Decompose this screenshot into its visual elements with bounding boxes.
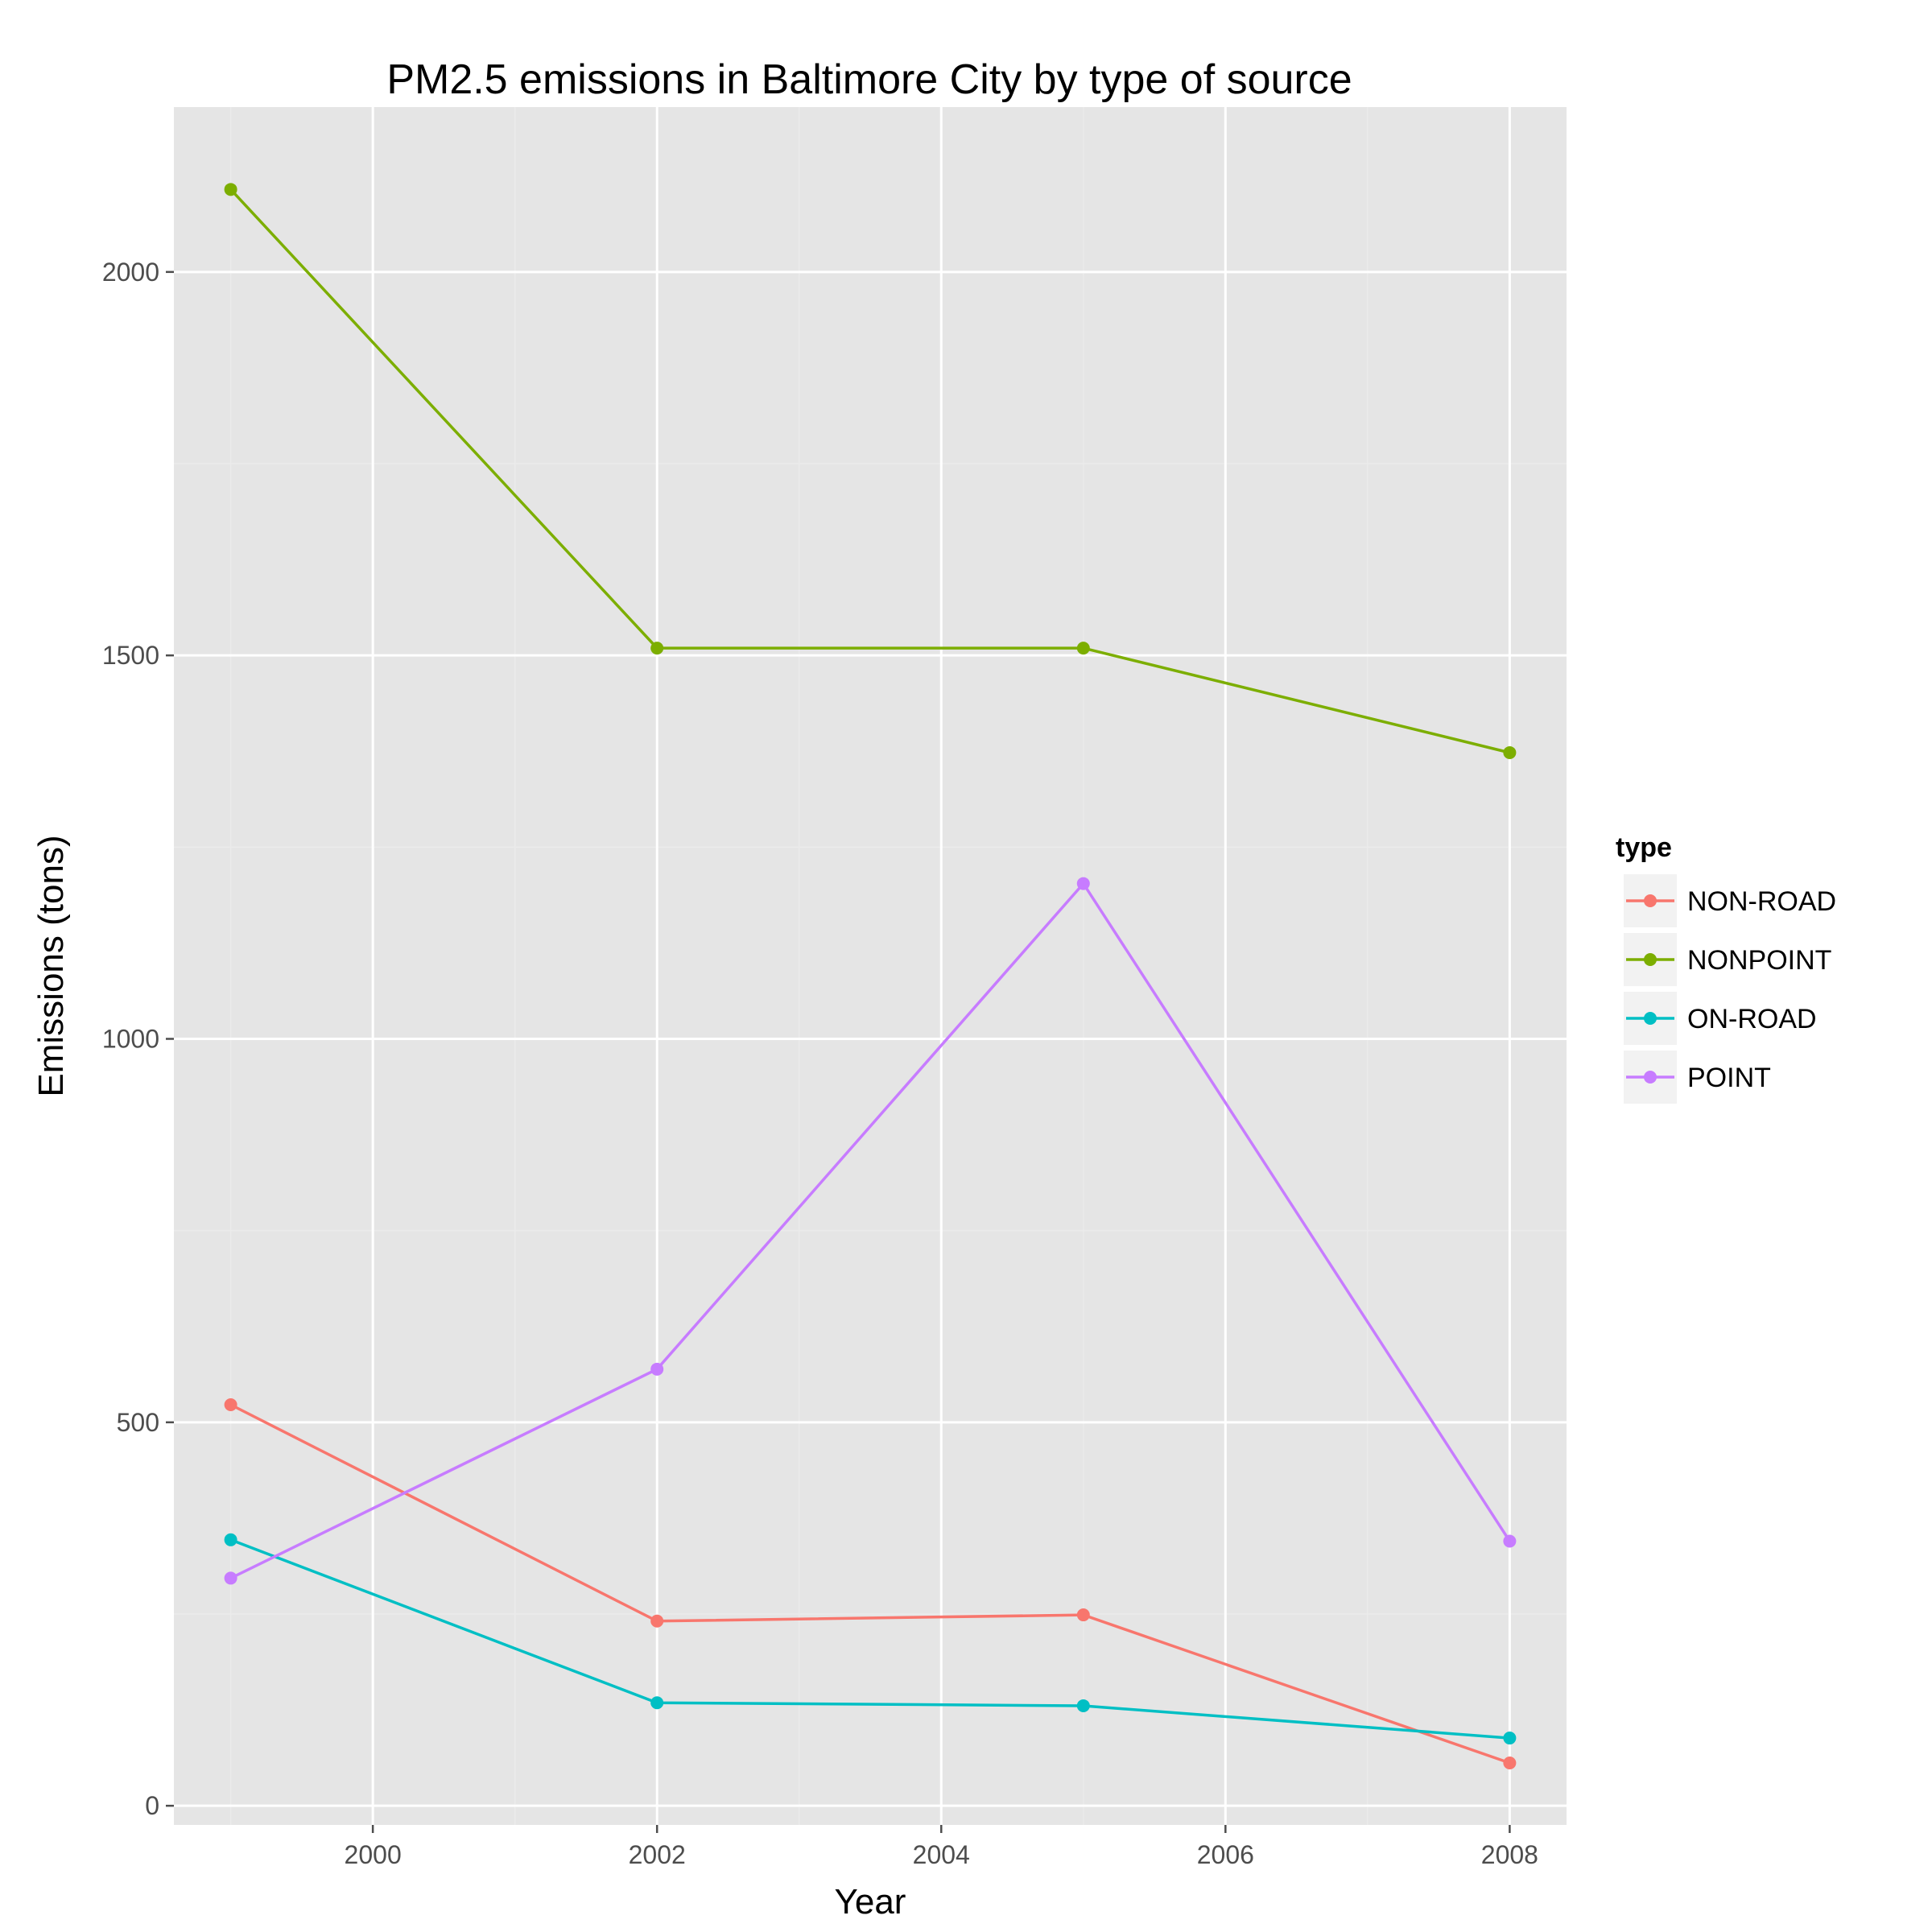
- x-tick-label: 2004: [913, 1840, 970, 1869]
- legend-item-nonpoint: NONPOINT: [1622, 931, 1831, 988]
- legend-label: NONPOINT: [1687, 945, 1831, 976]
- legend-key-point: [1644, 1071, 1657, 1084]
- data-point-on-road: [1503, 1732, 1517, 1745]
- x-axis: 2000 2002 2004 2006 2008: [345, 1825, 1538, 1869]
- series-line-nonpoint: [229, 188, 1510, 754]
- chart-title: PM2.5 emissions in Baltimore City by typ…: [386, 56, 1352, 103]
- x-tick-label: 2000: [345, 1840, 402, 1869]
- data-point-nonpoint: [1076, 642, 1090, 655]
- data-point-on-road: [650, 1696, 664, 1710]
- data-point-point: [224, 1571, 237, 1585]
- legend-item-point: POINT: [1622, 1049, 1771, 1105]
- x-tick-label: 2008: [1481, 1840, 1538, 1869]
- data-point-point: [650, 1362, 664, 1376]
- data-point-point: [1503, 1534, 1517, 1548]
- legend-label: NON-ROAD: [1687, 886, 1836, 917]
- data-point-non-road: [1503, 1757, 1517, 1770]
- series-line-point: [229, 881, 1511, 1579]
- data-point-non-road: [224, 1398, 237, 1412]
- legend-label: ON-ROAD: [1687, 1004, 1817, 1034]
- data-point-on-road: [224, 1533, 237, 1546]
- y-tick-label: 0: [145, 1791, 159, 1820]
- series-layer: [224, 183, 1517, 1770]
- legend-key-point: [1644, 894, 1657, 907]
- y-axis: 0 500 1000 1500 2000: [102, 258, 174, 1820]
- data-point-nonpoint: [1503, 745, 1517, 759]
- data-point-non-road: [1076, 1608, 1090, 1622]
- legend-key-point: [1644, 1012, 1657, 1025]
- minor-gridlines: [174, 107, 1567, 1825]
- series-line-non-road: [229, 1403, 1510, 1765]
- y-tick-label: 1000: [102, 1025, 159, 1054]
- y-tick-label: 500: [117, 1408, 159, 1437]
- legend-title: type: [1616, 832, 1672, 863]
- data-point-nonpoint: [650, 642, 664, 655]
- legend-item-non-road: NON-ROAD: [1622, 873, 1836, 929]
- data-point-nonpoint: [224, 183, 237, 196]
- series-line-on-road: [229, 1538, 1510, 1740]
- data-point-on-road: [1076, 1699, 1090, 1712]
- legend-item-on-road: ON-ROAD: [1622, 990, 1817, 1046]
- data-point-point: [1076, 877, 1090, 890]
- x-tick-label: 2006: [1197, 1840, 1254, 1869]
- x-tick-label: 2002: [629, 1840, 686, 1869]
- y-axis-title: Emissions (tons): [31, 835, 71, 1096]
- legend: type NON-ROAD NONPOINT ON-ROAD POINT: [1616, 832, 1836, 1105]
- legend-key-point: [1644, 953, 1657, 966]
- plot-panel: [174, 107, 1567, 1825]
- data-point-non-road: [650, 1614, 664, 1628]
- x-axis-title: Year: [835, 1882, 906, 1922]
- y-tick-label: 1500: [102, 641, 159, 670]
- y-tick-label: 2000: [102, 258, 159, 287]
- legend-label: POINT: [1687, 1063, 1771, 1093]
